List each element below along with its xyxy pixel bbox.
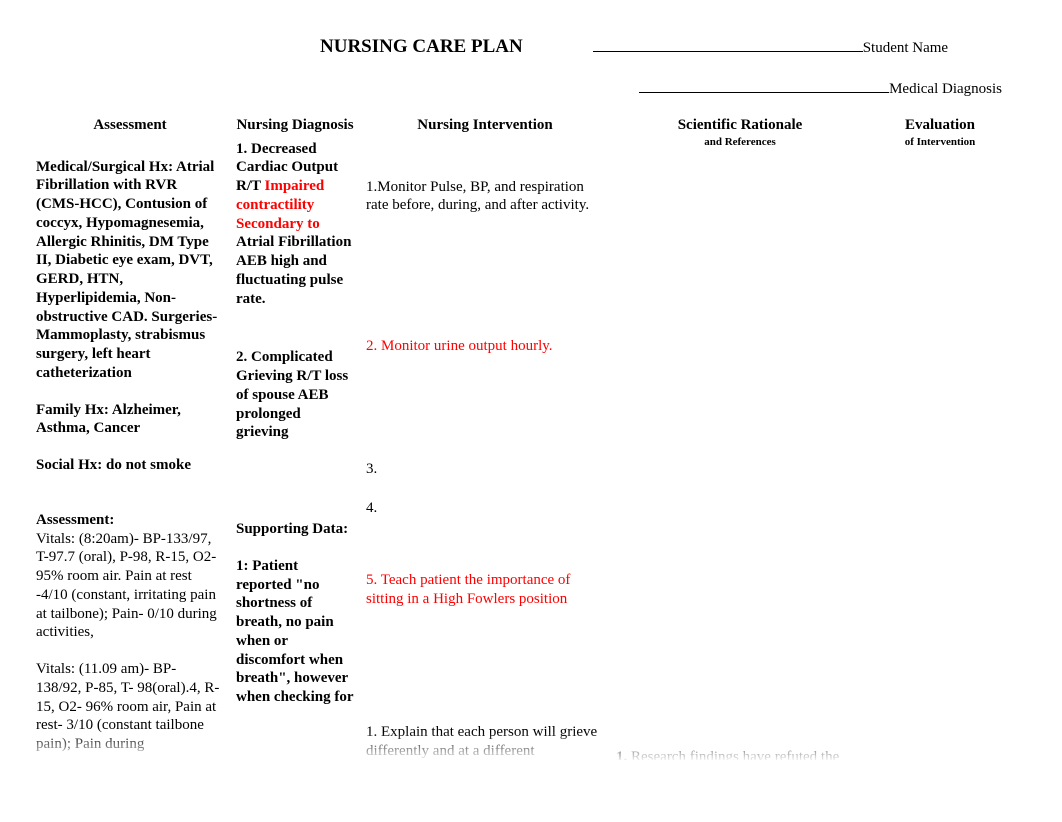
- intervention-3: 3.: [366, 460, 604, 479]
- social-text: do not smoke: [102, 457, 191, 473]
- medical-diagnosis-row: Medical Diagnosis: [30, 78, 1032, 98]
- student-name-field: Student Name: [593, 37, 948, 57]
- page-title: NURSING CARE PLAN: [320, 36, 523, 58]
- social-hx-block: Social Hx: do not smoke: [36, 456, 224, 475]
- diagnosis-1: 1. Decreased Cardiac Output R/T Impaired…: [236, 140, 354, 309]
- rationale-1-num: 1.: [616, 749, 631, 761]
- diagnosis-1-rest: Atrial Fibrillation AEB high and fluctua…: [236, 234, 351, 306]
- rationale-subheader: and References: [616, 136, 864, 148]
- diagnosis-header: Nursing Diagnosis: [236, 116, 354, 136]
- supporting-data-label: Supporting Data:: [236, 520, 354, 539]
- rationale-1-text: Research findings have refuted the: [631, 749, 839, 761]
- intervention-explain: 1. Explain that each person will grieve …: [366, 723, 604, 760]
- assessment-column: Assessment Medical/Surgical Hx: Atrial F…: [30, 116, 230, 760]
- diagnosis-column: Nursing Diagnosis 1. Decreased Cardiac O…: [230, 116, 360, 760]
- diagnosis-2: 2. Complicated Grieving R/T loss of spou…: [236, 348, 354, 442]
- vitals-1: Vitals: (8:20am)- BP-133/97, T-97.7 (ora…: [36, 530, 224, 643]
- intervention-header: Nursing Intervention: [366, 116, 604, 136]
- header-row: NURSING CARE PLAN Student Name: [30, 36, 1032, 58]
- assessment-label: Assessment: [36, 512, 109, 528]
- intervention-4: 4.: [366, 499, 604, 518]
- assessment-subheading: Assessment:: [36, 511, 224, 530]
- medsurg-label: Medical/Surgical Hx:: [36, 159, 173, 175]
- evaluation-column: Evaluation of Intervention: [870, 116, 1010, 760]
- rationale-header: Scientific Rationale: [616, 116, 864, 136]
- student-name-blank: [593, 37, 863, 52]
- rationale-column: Scientific Rationale and References 1. R…: [610, 116, 870, 760]
- evaluation-subheader: of Intervention: [876, 136, 1004, 148]
- medical-diagnosis-blank: [639, 78, 889, 93]
- rationale-1: 1. Research findings have refuted the: [616, 748, 864, 761]
- vitals-2: Vitals: (11.09 am)- BP- 138/92, P-85, T-…: [36, 660, 224, 754]
- intervention-5: 5. Teach patient the importance of sitti…: [366, 571, 604, 609]
- family-hx-block: Family Hx: Alzheimer, Asthma, Cancer: [36, 401, 224, 439]
- evaluation-header: Evaluation: [876, 116, 1004, 136]
- columns-container: Assessment Medical/Surgical Hx: Atrial F…: [30, 116, 1032, 760]
- assessment-header: Assessment: [36, 116, 224, 136]
- social-label: Social Hx:: [36, 457, 102, 473]
- family-label: Family Hx:: [36, 402, 109, 418]
- nursing-care-plan-document: NURSING CARE PLAN Student Name Medical D…: [0, 0, 1062, 760]
- intervention-1: 1.Monitor Pulse, BP, and respiration rat…: [366, 178, 604, 216]
- intervention-column: Nursing Intervention 1.Monitor Pulse, BP…: [360, 116, 610, 760]
- diagnosis-1-red2: Secondary to: [236, 216, 320, 232]
- supporting-data-text: 1: Patient reported "no shortness of bre…: [236, 557, 354, 707]
- medsurg-text: Atrial Fibrillation with RVR (CMS-HCC), …: [36, 159, 217, 381]
- medsurg-block: Medical/Surgical Hx: Atrial Fibrillation…: [36, 158, 224, 383]
- medical-diagnosis-label: Medical Diagnosis: [889, 81, 1002, 97]
- student-name-label: Student Name: [863, 40, 948, 56]
- intervention-2: 2. Monitor urine output hourly.: [366, 337, 604, 356]
